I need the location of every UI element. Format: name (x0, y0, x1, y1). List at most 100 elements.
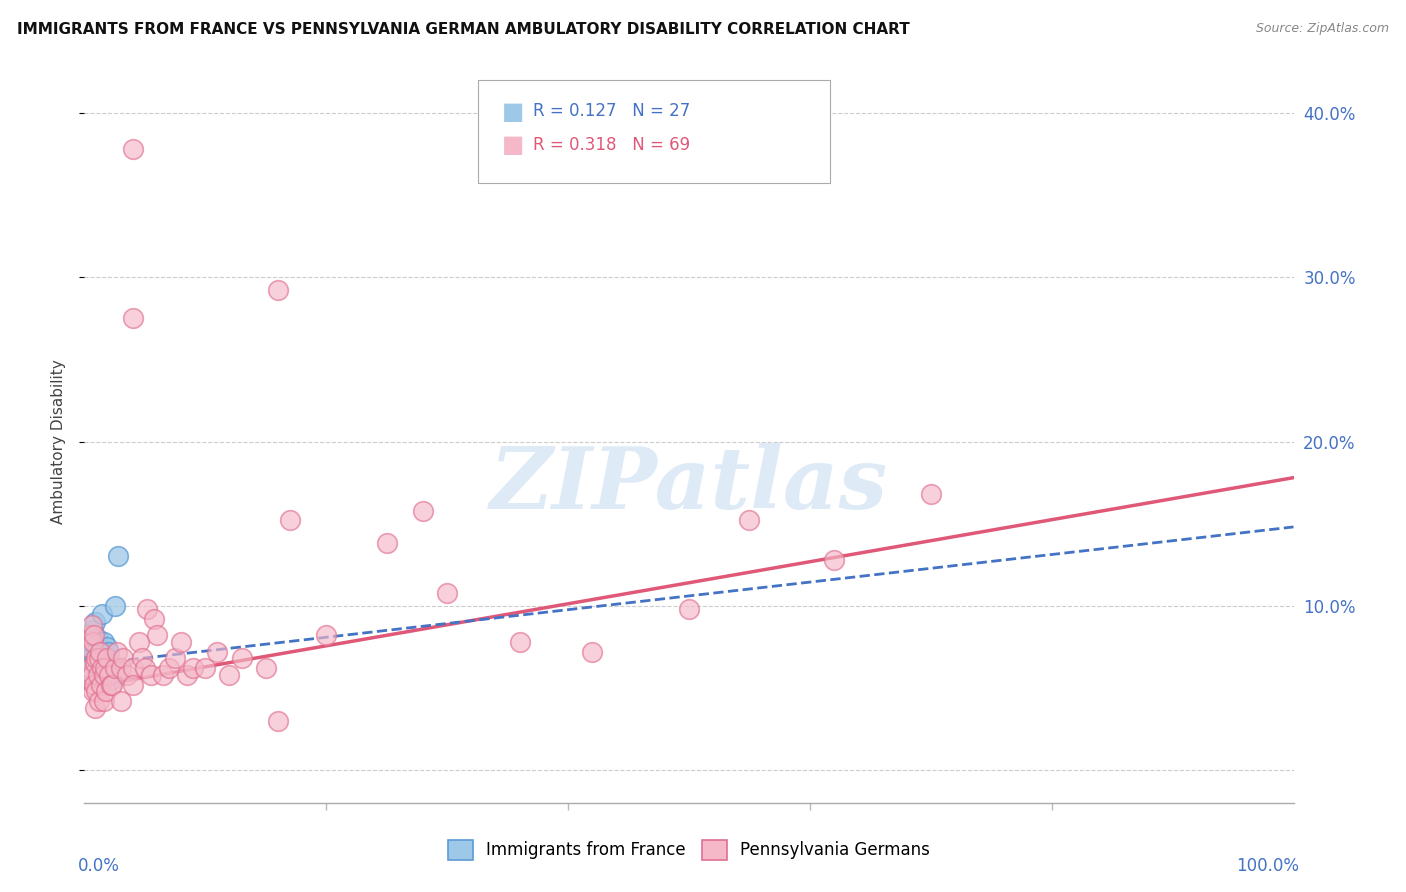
Point (104, 599, 127, 613)
Point (90, 645, 112, 659)
Point (94, 684, 117, 698)
Point (146, 628, 169, 642)
Point (93, 667, 115, 681)
Point (157, 661, 180, 675)
Point (86, 651, 108, 665)
Point (83, 635, 105, 649)
Point (128, 635, 150, 649)
Point (82, 624, 104, 638)
Point (77, 640, 100, 654)
Point (84, 651, 107, 665)
Point (823, 553, 845, 567)
Point (98, 657, 121, 671)
Point (97, 667, 120, 681)
Point (315, 628, 337, 642)
Point (375, 536, 398, 550)
Point (170, 635, 193, 649)
Point (267, 284, 290, 298)
Point (218, 667, 240, 681)
Text: 0.0%: 0.0% (79, 857, 120, 875)
Point (254, 661, 277, 675)
Point (86, 645, 108, 659)
Point (100, 677, 122, 691)
Point (86, 640, 108, 654)
Point (79, 657, 101, 671)
Text: Source: ZipAtlas.com: Source: ZipAtlas.com (1256, 22, 1389, 36)
Point (80, 618, 103, 632)
Point (79, 661, 101, 675)
Point (93, 635, 115, 649)
Point (131, 651, 153, 665)
Point (107, 549, 129, 564)
Point (278, 513, 301, 527)
Point (678, 602, 700, 616)
Point (86, 684, 108, 698)
Point (134, 661, 156, 675)
Point (136, 602, 159, 616)
Point (77, 667, 100, 681)
Point (412, 503, 434, 517)
Point (100, 673, 122, 687)
Point (105, 645, 128, 659)
Point (91, 661, 114, 675)
Point (96, 640, 118, 654)
Point (91, 607, 114, 621)
Point (165, 651, 187, 665)
Point (90, 677, 112, 691)
Point (115, 667, 138, 681)
Point (121, 142, 143, 156)
Point (84, 657, 107, 671)
Point (77, 665, 100, 679)
Point (82, 648, 104, 662)
Point (436, 585, 458, 599)
Point (86, 632, 108, 646)
Point (93, 694, 115, 708)
Point (89, 648, 111, 662)
Point (267, 714, 290, 728)
Point (80, 628, 103, 642)
Point (143, 612, 166, 626)
Point (87, 694, 110, 708)
Point (87, 651, 110, 665)
Text: ■: ■ (502, 134, 524, 157)
Point (79, 628, 101, 642)
Point (509, 635, 531, 649)
Point (176, 667, 198, 681)
Point (80, 667, 103, 681)
Point (581, 645, 603, 659)
Point (96, 651, 118, 665)
Point (112, 651, 135, 665)
Y-axis label: Ambulatory Disability: Ambulatory Disability (51, 359, 66, 524)
Point (82, 635, 104, 649)
Point (207, 645, 229, 659)
Point (93, 657, 115, 671)
Point (94, 665, 117, 679)
Point (83, 677, 105, 691)
Point (97, 645, 120, 659)
Text: ■: ■ (502, 100, 524, 123)
Point (104, 661, 127, 675)
Text: R = 0.318   N = 69: R = 0.318 N = 69 (533, 136, 690, 154)
Text: ZIPatlas: ZIPatlas (489, 443, 889, 526)
Point (110, 694, 132, 708)
Point (101, 677, 124, 691)
Text: R = 0.127   N = 27: R = 0.127 N = 27 (533, 103, 690, 120)
Point (181, 661, 204, 675)
Point (83, 628, 105, 642)
Point (121, 677, 143, 691)
Point (121, 661, 143, 675)
Point (84, 615, 107, 630)
Point (94, 661, 117, 675)
Point (87, 640, 110, 654)
Point (738, 513, 761, 527)
Point (84, 700, 107, 714)
Point (152, 667, 174, 681)
Point (89, 645, 111, 659)
Point (920, 487, 942, 501)
Text: 100.0%: 100.0% (1236, 857, 1299, 875)
Point (121, 311, 143, 326)
Point (82, 684, 104, 698)
Point (94, 645, 117, 659)
Point (110, 661, 132, 675)
Point (194, 661, 217, 675)
